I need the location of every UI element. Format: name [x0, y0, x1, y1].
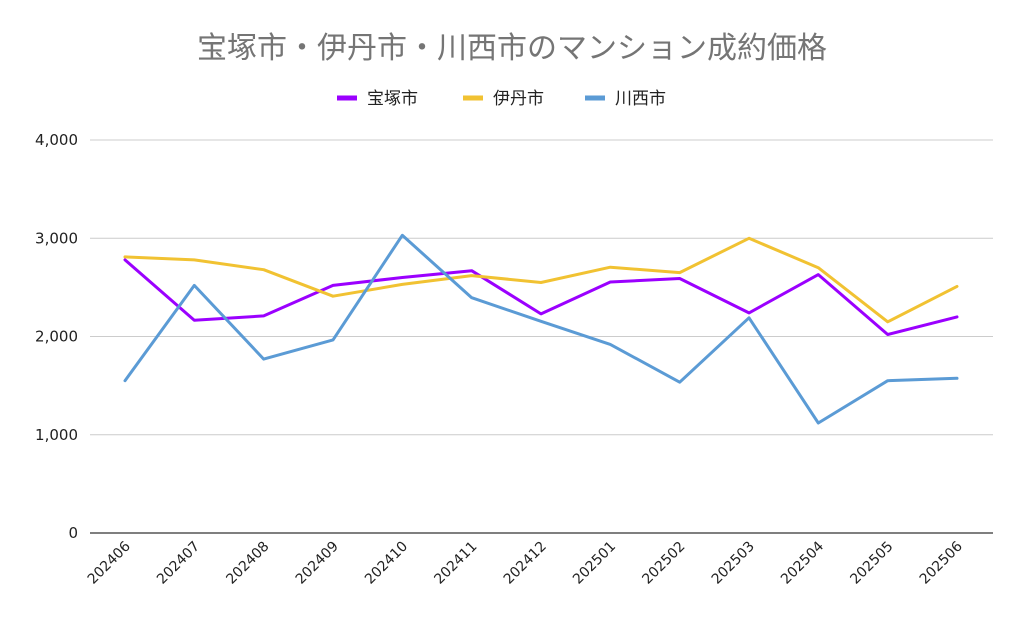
chart-title: 宝塚市・伊丹市・川西市のマンション成約価格 [197, 31, 827, 66]
x-tick-label: 202410 [362, 539, 411, 588]
x-tick-label: 202503 [709, 539, 758, 588]
x-tick-label: 202502 [639, 539, 688, 588]
x-tick-label: 202409 [293, 539, 342, 588]
x-tick-label: 202412 [501, 539, 550, 588]
gridlines [90, 139, 993, 534]
x-tick-label: 202406 [85, 538, 134, 587]
x-tick-label: 202501 [570, 539, 619, 588]
series-line-川西市 [123, 233, 959, 425]
x-tick-label: 202505 [847, 539, 896, 588]
series-line-宝塚市 [123, 258, 959, 336]
y-tick-label: 3,000 [35, 229, 78, 247]
series-lines [123, 233, 959, 425]
x-axis-ticks: 202406 202407 202408 202409 202410 202411 2024… [85, 538, 966, 587]
legend-label: 宝塚市 [367, 89, 418, 109]
y-tick-label: 4,000 [35, 131, 78, 149]
x-tick-label: 202411 [431, 539, 480, 588]
y-axis-ticks: 0 1,000 2,000 3,000 4,000 [35, 131, 78, 542]
legend: 宝塚市 伊丹市 川西市 [337, 89, 666, 109]
legend-label: 川西市 [615, 89, 666, 109]
legend-label: 伊丹市 [493, 89, 544, 109]
x-tick-label: 202506 [917, 538, 966, 587]
y-tick-label: 1,000 [35, 426, 78, 444]
x-tick-label: 202408 [223, 539, 272, 588]
x-tick-label: 202504 [778, 538, 827, 587]
x-tick-label: 202407 [154, 539, 203, 588]
y-tick-label: 2,000 [35, 328, 78, 346]
series-line-伊丹市 [123, 236, 959, 324]
y-tick-label: 0 [68, 524, 78, 542]
